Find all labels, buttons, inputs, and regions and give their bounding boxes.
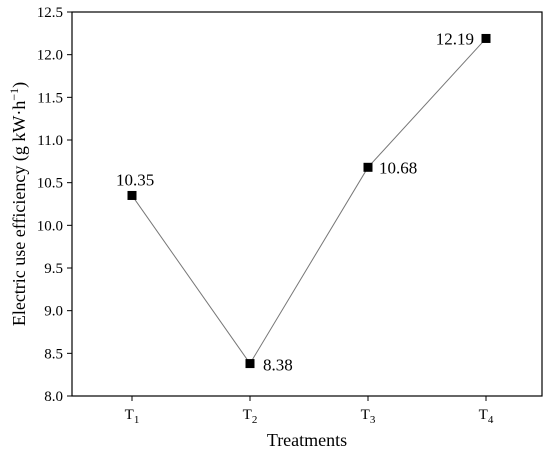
x-tick-label: T2 [243, 407, 258, 426]
x-tick-label: T1 [125, 407, 140, 426]
x-tick-label: T4 [479, 407, 494, 426]
data-label: 10.35 [116, 170, 154, 189]
plot-frame [71, 11, 543, 397]
data-label: 10.68 [379, 158, 417, 177]
x-axis-title: Treatments [267, 430, 347, 450]
x-axis: T1 T2 T3 T4 [125, 396, 494, 426]
y-tick-label: 8.5 [44, 346, 63, 362]
data-point-marker [127, 190, 137, 200]
y-axis: 8.0 8.5 9.0 9.5 10.0 10.5 11.0 11.5 12.0 12.5 [37, 5, 72, 405]
y-tick-label: 11.5 [37, 90, 63, 106]
series: 10.35 8.38 10.68 12.19 [116, 29, 491, 375]
y-axis-title: Electric use efficiency (g kW·h−1) [7, 82, 30, 326]
data-point-marker [481, 33, 491, 43]
data-label: 8.38 [263, 356, 293, 375]
data-point-marker [363, 162, 373, 172]
series-line [131, 38, 487, 365]
y-tick-label: 12.0 [37, 48, 63, 64]
y-tick-label: 10.0 [37, 218, 63, 234]
y-tick-label: 8.0 [44, 389, 63, 405]
data-point-marker [245, 359, 255, 369]
y-tick-label: 10.5 [37, 176, 63, 192]
y-tick-label: 12.5 [37, 5, 63, 21]
x-tick-label: T3 [361, 407, 376, 426]
y-tick-label: 9.5 [44, 261, 63, 277]
y-tick-label: 9.0 [44, 304, 63, 320]
y-tick-label: 11.0 [37, 133, 63, 149]
data-label: 12.19 [436, 29, 474, 48]
